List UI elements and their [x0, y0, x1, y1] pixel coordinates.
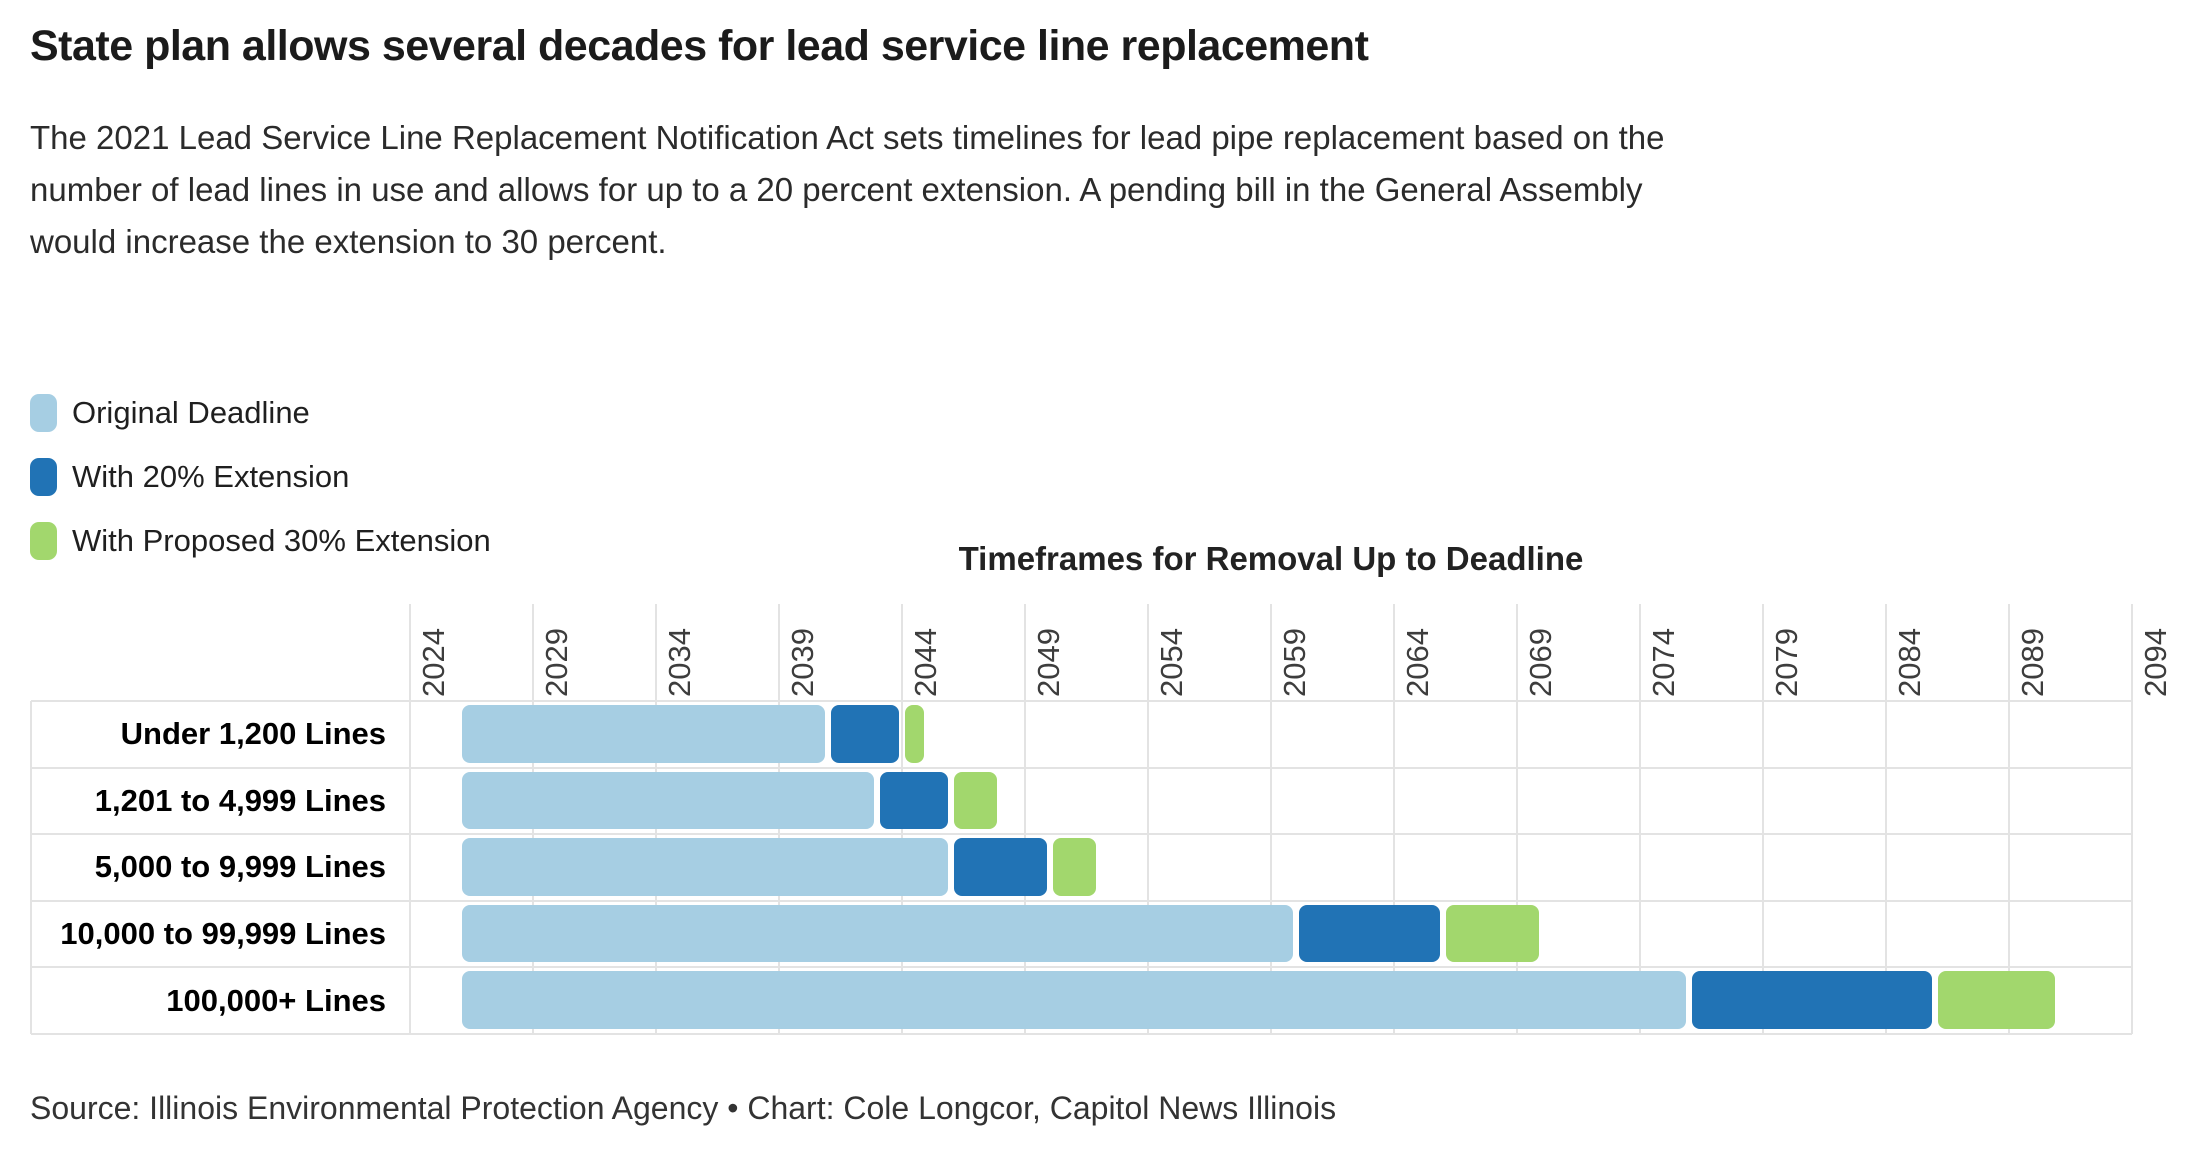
category-label: 100,000+ Lines — [166, 982, 386, 1018]
gridline-vertical — [2131, 604, 2133, 1034]
x-axis-tick-label: 2044 — [908, 628, 943, 697]
category-label: Under 1,200 Lines — [120, 716, 386, 752]
legend: Original Deadline With 20% Extension With … — [30, 381, 491, 573]
x-axis-tick-label: 2084 — [1892, 628, 1927, 697]
gridline-vertical — [1516, 604, 1518, 1034]
bar-original-deadline — [462, 705, 826, 763]
x-axis-tick-label: 2089 — [2015, 628, 2050, 697]
x-axis-tick-label: 2074 — [1646, 628, 1681, 697]
bar-20-percent-extension — [954, 838, 1047, 896]
subtitle-line-2: number of lead lines in use and allows f… — [30, 171, 1643, 208]
legend-swatch-icon — [30, 394, 57, 432]
gridline-horizontal — [31, 766, 2132, 769]
legend-item-3: With Proposed 30% Extension — [30, 509, 491, 573]
bar-20-percent-extension — [831, 705, 899, 763]
bar-30-percent-extension — [1052, 838, 1096, 896]
legend-swatch-icon — [30, 458, 57, 496]
page-title: State plan allows several decades for le… — [30, 22, 1369, 70]
bar-20-percent-extension — [880, 771, 949, 830]
chart-subtitle: The 2021 Lead Service Line Replacement N… — [30, 112, 1664, 268]
gridline-vertical — [2008, 604, 2010, 1034]
label-column-border — [30, 701, 32, 1034]
x-axis-tick-label: 2049 — [1031, 628, 1066, 697]
x-axis-tick-label: 2064 — [1400, 628, 1435, 697]
gridline-horizontal — [31, 899, 2132, 902]
x-axis-tick-label: 2054 — [1154, 628, 1189, 697]
legend-item-label: With Proposed 30% Extension — [72, 523, 491, 558]
gridline-vertical — [409, 604, 411, 1034]
gridline-vertical — [1270, 604, 1272, 1034]
x-axis-tick-label: 2024 — [416, 628, 451, 697]
bar-original-deadline — [462, 904, 1293, 963]
subtitle-line-3: would increase the extension to 30 perce… — [30, 223, 667, 260]
gridline-vertical — [1147, 604, 1149, 1034]
bar-original-deadline — [462, 771, 875, 830]
gridline-vertical — [1024, 604, 1026, 1034]
x-axis-tick-label: 2029 — [539, 628, 574, 697]
gridline-horizontal — [31, 966, 2132, 969]
bar-30-percent-extension — [954, 771, 998, 830]
x-axis-tick-label: 2034 — [662, 628, 697, 697]
subtitle-line-1: The 2021 Lead Service Line Replacement N… — [30, 119, 1665, 156]
gridline-vertical — [1639, 604, 1641, 1034]
bar-30-percent-extension — [905, 705, 924, 763]
bar-20-percent-extension — [1692, 971, 1933, 1029]
bar-20-percent-extension — [1298, 904, 1441, 963]
gridline-vertical — [1885, 604, 1887, 1034]
x-axis-tick-label: 2079 — [1769, 628, 1804, 697]
gridline-vertical — [1393, 604, 1395, 1034]
bar-30-percent-extension — [1446, 904, 1539, 963]
chart-title: Timeframes for Removal Up to Deadline — [958, 540, 1584, 577]
x-axis-tick-label: 2094 — [2138, 628, 2173, 697]
bar-original-deadline — [462, 971, 1687, 1029]
legend-item-label: Original Deadline — [72, 395, 310, 430]
x-axis-tick-label: 2039 — [785, 628, 820, 697]
bar-30-percent-extension — [1938, 971, 2056, 1029]
legend-swatch-icon — [30, 522, 57, 560]
gridline-horizontal — [31, 700, 2132, 702]
gridline-vertical — [1762, 604, 1764, 1034]
source-line: Source: Illinois Environmental Protectio… — [30, 1090, 1337, 1126]
x-axis-tick-label: 2059 — [1277, 628, 1312, 697]
category-label: 1,201 to 4,999 Lines — [94, 782, 386, 818]
legend-item-2: With 20% Extension — [30, 445, 491, 509]
gridline-horizontal — [31, 1033, 2132, 1035]
legend-item-1: Original Deadline — [30, 381, 491, 445]
x-axis-tick-label: 2069 — [1523, 628, 1558, 697]
category-label: 5,000 to 9,999 Lines — [94, 849, 386, 885]
legend-item-label: With 20% Extension — [72, 459, 350, 494]
category-label: 10,000 to 99,999 Lines — [60, 916, 386, 952]
gridline-horizontal — [31, 833, 2132, 836]
bar-original-deadline — [462, 838, 949, 896]
